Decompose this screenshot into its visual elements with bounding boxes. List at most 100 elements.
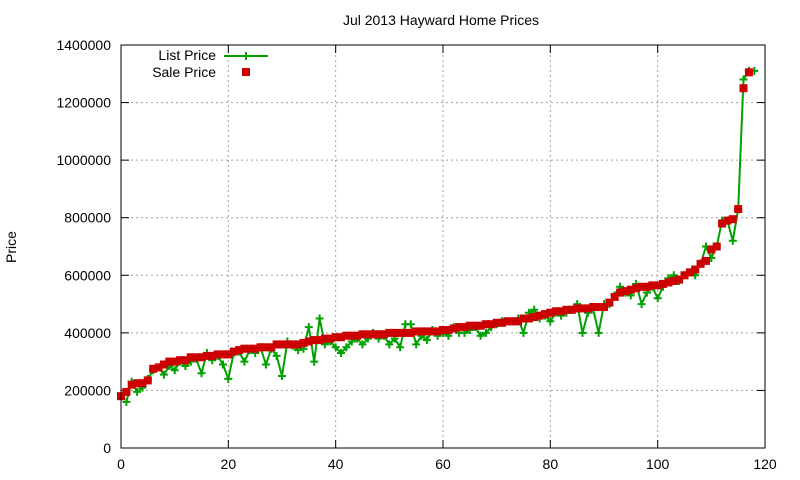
- list-price-point: [578, 328, 587, 337]
- sale-price-point: [675, 275, 684, 284]
- sale-price-point: [600, 303, 608, 311]
- list-price-point: [519, 328, 528, 337]
- sale-price-point: [219, 350, 227, 359]
- sale-price-point: [680, 271, 689, 280]
- y-tick-label: 1400000: [56, 37, 111, 53]
- sale-price-point: [267, 343, 276, 352]
- sale-price-point: [734, 205, 743, 214]
- legend: List Price Sale Price: [152, 47, 268, 80]
- sale-price-point: [696, 259, 705, 268]
- sale-price-point: [449, 324, 458, 333]
- y-axis-label: Price: [3, 231, 19, 263]
- list-price-point: [304, 323, 313, 332]
- sale-price-point: [138, 379, 147, 388]
- sale-price-point: [251, 344, 260, 353]
- sale-price-point: [594, 303, 603, 311]
- sale-price-point: [578, 304, 587, 313]
- sale-price-point: [170, 357, 179, 366]
- list-price-point: [422, 336, 431, 345]
- legend-label-list-price: List Price: [158, 47, 216, 63]
- sale-price-point: [718, 219, 727, 228]
- sale-price-point: [337, 333, 345, 342]
- sale-price-point: [637, 282, 646, 291]
- sale-price-point: [127, 380, 136, 389]
- x-tick-label: 80: [543, 456, 559, 472]
- sale-price-point: [546, 308, 555, 317]
- series-layer: [117, 66, 759, 406]
- grid-lines: [121, 45, 765, 448]
- sale-price-point: [728, 215, 737, 224]
- sale-price-point: [310, 336, 319, 345]
- sale-price-point: [422, 327, 431, 336]
- sale-price-point: [385, 328, 394, 337]
- x-tick-label: 40: [328, 456, 344, 472]
- sale-price-point: [739, 84, 748, 93]
- y-tick-label: 200000: [64, 382, 111, 398]
- sale-price-point: [471, 321, 480, 330]
- list-price-point: [133, 387, 142, 396]
- sale-price-point: [455, 323, 464, 332]
- sale-price-point: [256, 343, 265, 352]
- sale-price-point: [632, 284, 641, 293]
- sale-price-point: [481, 320, 490, 329]
- list-price-point: [337, 349, 345, 357]
- sale-price-point: [573, 304, 582, 313]
- list-price-point: [224, 374, 233, 383]
- sale-price-point: [417, 327, 426, 336]
- sale-price-point: [133, 379, 142, 388]
- sale-price-point: [702, 256, 710, 265]
- sale-price-point: [712, 242, 721, 251]
- sale-price-point: [616, 288, 625, 297]
- list-price-point: [219, 360, 227, 369]
- y-tick-label: 1000000: [56, 152, 111, 168]
- sale-price-point: [369, 330, 378, 339]
- sale-price-point: [283, 340, 292, 349]
- sale-price-point: [707, 245, 716, 254]
- sale-price-point: [648, 281, 657, 290]
- sale-price-point: [396, 328, 405, 337]
- list-price-point: [310, 357, 319, 366]
- sale-price-point: [261, 343, 270, 352]
- sale-price-point: [476, 321, 485, 330]
- sale-price-point: [363, 330, 372, 339]
- plot-frame: [120, 44, 766, 449]
- list-price-point: [546, 317, 555, 326]
- list-price-point: [240, 357, 249, 366]
- sale-price-point: [659, 279, 667, 288]
- sale-price-point: [235, 346, 244, 355]
- sale-price-point: [465, 321, 474, 330]
- sale-price-point: [342, 331, 351, 340]
- sale-price-point: [288, 340, 297, 349]
- legend-square-marker: [242, 68, 250, 76]
- list-price-point: [396, 343, 405, 352]
- sale-price-point: [691, 265, 700, 274]
- sale-price-point: [605, 298, 614, 307]
- sale-price-point: [508, 317, 517, 326]
- sale-price-point: [154, 363, 163, 372]
- list-price-point: [739, 75, 748, 84]
- sale-price-point: [192, 353, 201, 362]
- sale-price-point: [642, 282, 651, 291]
- sale-price-point: [744, 68, 753, 77]
- list-price-point: [385, 340, 394, 349]
- x-tick-label: 120: [753, 456, 777, 472]
- sale-price-point: [304, 337, 313, 346]
- sale-price-point: [347, 331, 356, 340]
- sale-price-point: [723, 216, 732, 225]
- sale-price-point: [514, 317, 523, 326]
- sale-price-point: [524, 314, 533, 323]
- sale-price-point: [621, 287, 630, 296]
- list-price-point: [261, 360, 270, 369]
- sale-price-point: [315, 336, 324, 345]
- x-tick-label: 60: [435, 456, 451, 472]
- sale-price-point: [498, 318, 506, 327]
- sale-price-point: [213, 350, 222, 359]
- sale-price-point: [433, 327, 442, 336]
- sale-price-point: [245, 344, 254, 353]
- sale-price-point: [272, 340, 281, 349]
- sale-price-point: [294, 340, 303, 349]
- sale-price-point: [186, 353, 195, 362]
- list-price-point: [594, 328, 603, 337]
- sale-price-point: [519, 314, 528, 323]
- sale-price-point: [331, 333, 340, 342]
